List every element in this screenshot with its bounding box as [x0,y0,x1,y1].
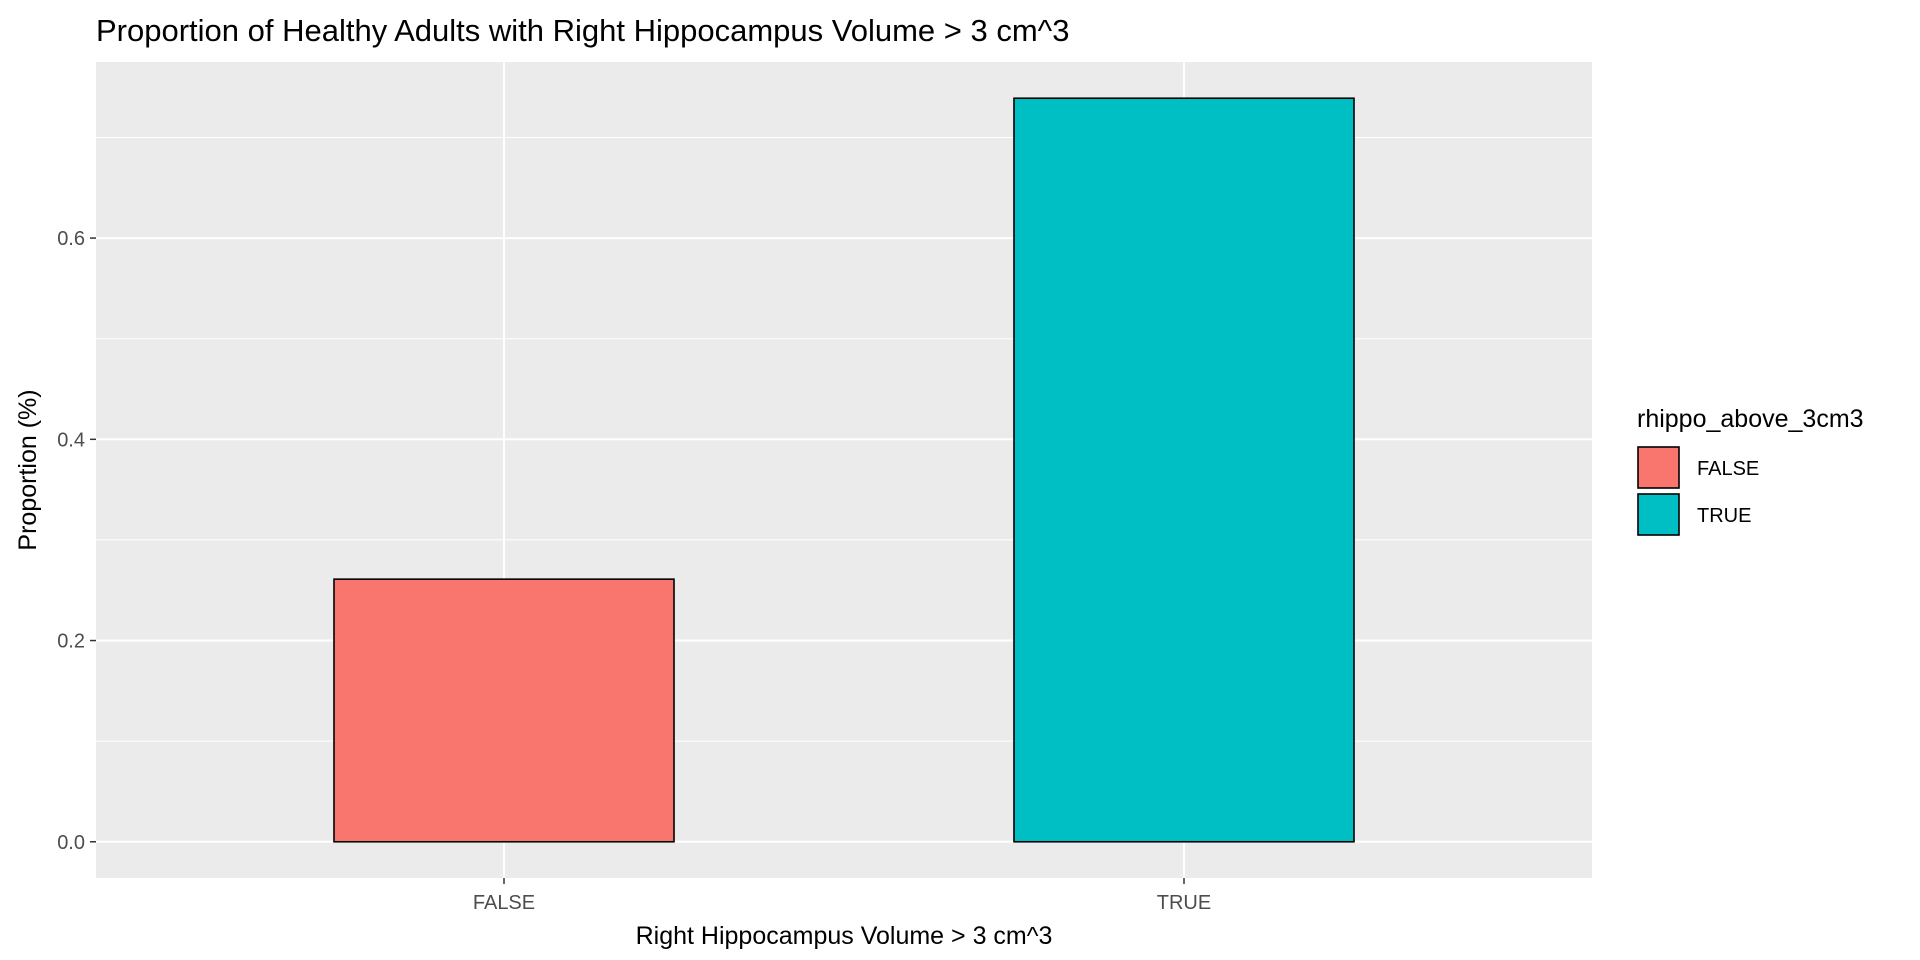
x-axis-title: Right Hippocampus Volume > 3 cm^3 [636,922,1053,950]
bar-false [333,578,675,843]
y-axis-ticks: 0.0 0.2 0.4 0.6 [57,228,96,854]
bars [333,97,1355,843]
legend-label-false: FALSE [1697,458,1759,480]
y-axis-title: Proportion (%) [14,389,42,550]
y-tick-label: 0.6 [57,228,85,250]
legend-items: FALSE TRUE [1637,446,1759,536]
x-tick-label: TRUE [1157,892,1211,914]
legend: rhippo_above_3cm3 FALSE TRUE [1637,405,1864,536]
y-tick-label: 0.2 [57,631,85,653]
plot-panel [96,62,1592,878]
bar-true [1013,97,1355,843]
chart-title: Proportion of Healthy Adults with Right … [96,13,1069,48]
legend-key-true [1637,493,1680,536]
legend-key-false [1637,446,1680,489]
y-tick-label: 0.4 [57,429,85,451]
legend-title: rhippo_above_3cm3 [1637,405,1864,433]
x-tick-label: FALSE [473,892,535,914]
legend-label-true: TRUE [1697,505,1751,527]
x-axis-ticks: FALSE TRUE [473,878,1211,914]
y-tick-label: 0.0 [57,832,85,854]
